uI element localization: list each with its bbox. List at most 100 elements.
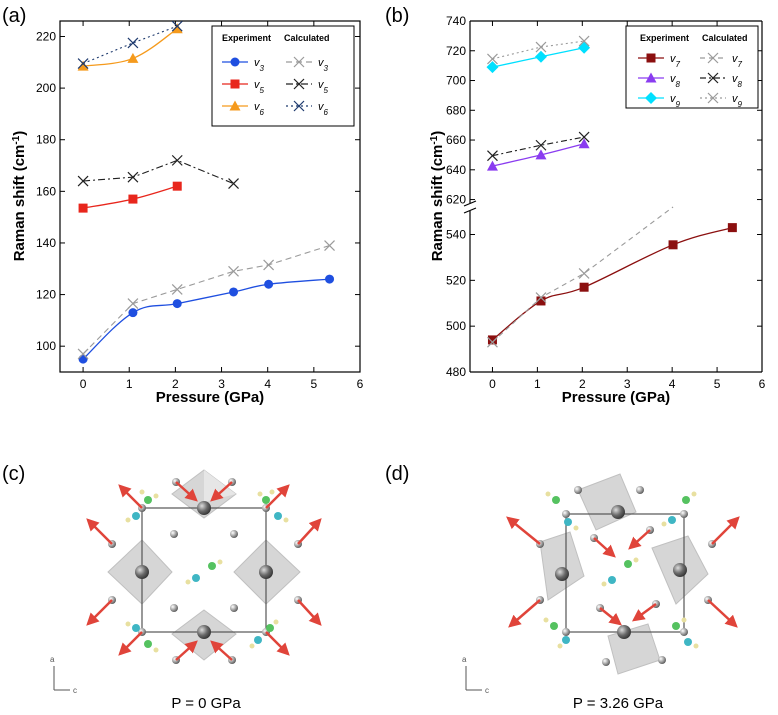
data-point [127,37,139,49]
series-v7 [487,223,737,345]
legend-label: v9 [732,93,743,109]
axis-indicator-c: a c [50,655,77,695]
data-point [487,335,497,345]
data-point [77,60,89,71]
legend-item-v8-calc: v8 [700,72,743,89]
y-tick-label-a: 180 [36,133,56,147]
legend-item-v7: v7 [638,53,681,69]
y-tick-label-a: 220 [36,29,56,43]
data-point [127,298,139,310]
data-point [171,20,183,32]
series-line [492,206,674,343]
legend-marker [707,52,719,64]
series-v9 [486,41,591,74]
y-tick-label-lower-b: 540 [446,228,466,242]
legend-label: v8 [732,73,743,89]
data-point [535,41,547,53]
x-tick-label-a: 1 [126,377,133,391]
y-tick-label-a: 160 [36,184,56,198]
data-point [579,282,589,292]
x-tick-label-b: 6 [759,377,766,391]
data-point [668,240,678,250]
y-tick-label-a: 120 [36,288,56,302]
legend-label: v5 [318,79,329,95]
y-tick-label-upper-b: 680 [446,103,466,117]
chart-a: (a) 0 1 2 3 4 5 6 100 120 140 160 180 200 220 Pressur… [2,5,364,406]
axis-c-label-d: c [485,686,489,695]
series-v6-calc [77,20,183,70]
panel-label-b: (b) [385,5,409,27]
data-point [534,50,547,63]
data-point [171,154,183,166]
legend-item-v6-calc: v6 [286,100,329,117]
axis-a-label-d: a [462,655,467,664]
legend-label: v3 [318,57,329,73]
data-point [536,296,546,306]
x-tick-label-a: 2 [172,377,179,391]
y-axis-label-b: Raman shift (cm-1) [429,131,447,262]
x-tick-label-b: 0 [489,377,496,391]
y-tick-label-lower-b: 520 [446,273,466,287]
structure-c: (c) [2,463,322,712]
series-v5 [78,181,182,213]
data-point [486,160,498,171]
data-point [264,279,274,289]
x-tick-label-b: 1 [534,377,541,391]
legend-marker [293,56,305,68]
legend-header-calculated-b: Calculated [702,33,748,43]
data-point [171,23,183,34]
data-point [578,268,590,279]
data-point [486,61,499,74]
chart-b: (b) 0 1 2 3 4 5 6 620 640 660 680 700 720 740 480 500 52… [385,5,766,406]
axis-break-mark-upper [463,200,477,207]
structure-caption-c: P = 0 GPa [171,695,241,712]
y-tick-label-upper-b: 640 [446,163,466,177]
data-point [535,292,547,303]
data-point [128,308,138,318]
legend-label: v3 [254,57,265,73]
legend-header-calculated-a: Calculated [284,33,330,43]
axis-break-mark-lower [463,207,477,214]
legend-marker [230,79,240,89]
data-point [325,274,335,284]
x-tick-label-a: 6 [357,377,364,391]
data-point [727,223,737,233]
structure-caption-d: P = 3.26 GPa [573,695,664,712]
x-tick-label-b: 2 [579,377,586,391]
y-tick-label-lower-b: 500 [446,319,466,333]
legend-item-v5: v5 [222,79,265,95]
panel-label-a: (a) [2,5,26,27]
data-point [487,150,498,162]
x-tick-label-b: 5 [714,377,721,391]
legend-marker [707,72,719,84]
x-tick-label-a: 5 [311,377,318,391]
series-v8-calc [487,131,590,162]
series-v8 [486,138,590,171]
x-tick-label-a: 4 [264,377,271,391]
legend-label: v5 [254,79,265,95]
data-point [535,149,547,160]
panel-label-d: (d) [385,463,409,485]
series-line [492,40,585,60]
structure-d: (d) [385,463,740,712]
y-tick-label-upper-b: 700 [446,74,466,88]
y-axis-label-a: Raman shift (cm-1) [11,131,29,262]
data-point [228,265,239,277]
series-v3 [78,274,335,364]
data-point [578,131,590,143]
series-line [82,245,330,355]
data-point [127,52,139,63]
legend-label: v8 [670,73,681,89]
data-point [487,53,498,65]
legend-marker [293,78,305,90]
legend-label: v6 [318,101,329,117]
data-point [263,259,275,271]
data-point [578,138,590,149]
data-point [171,283,183,295]
axis-c-label-c: c [73,686,77,695]
plot-frame-b [463,20,763,373]
legend-item-v8: v8 [638,72,681,89]
data-point [78,203,88,213]
x-axis-label-a: Pressure (GPa) [156,389,264,406]
legend-label: v7 [670,53,681,69]
